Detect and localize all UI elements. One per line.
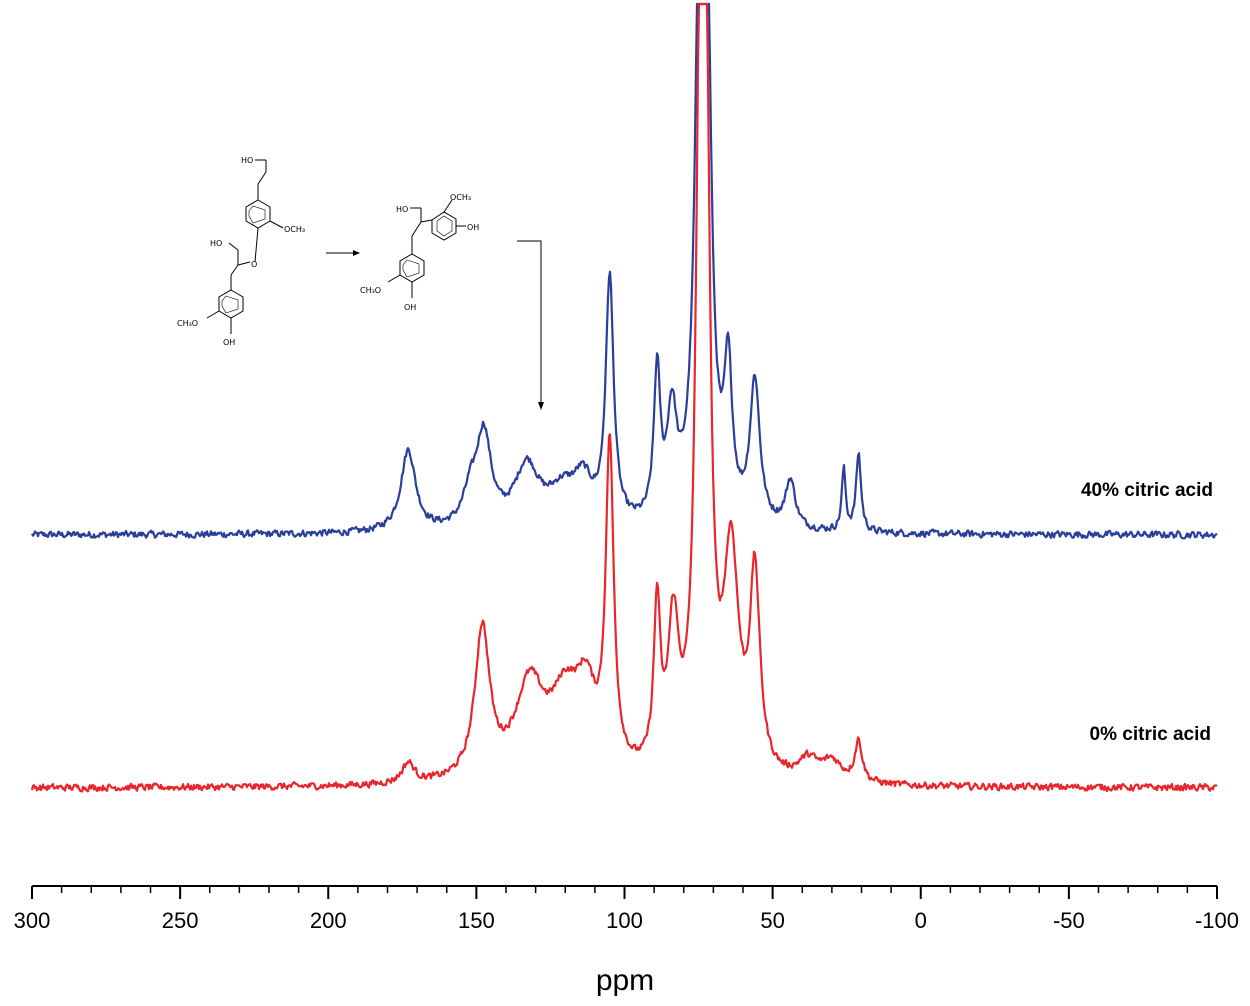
chemical-structure-dimer: [206, 159, 284, 334]
x-tick-label: 200: [310, 908, 347, 933]
series-line-40-citric-acid: [31, 2, 1218, 540]
x-tick-label: 50: [760, 908, 784, 933]
series-line-0-citric-acid: [30, 2, 1218, 793]
chem1-oh: OH: [223, 338, 235, 347]
chem1-ho-top: HO: [241, 156, 253, 165]
x-tick-label: 300: [14, 908, 51, 933]
chem2-ho: HO: [396, 205, 408, 214]
chem1-ho-mid: HO: [210, 239, 222, 248]
x-tick-label: 250: [162, 908, 199, 933]
spectra-group: [30, 2, 1218, 793]
pointer-arrow: [517, 240, 544, 410]
x-axis-title: ppm: [596, 964, 654, 997]
x-tick-label: 100: [606, 908, 643, 933]
reaction-arrow: [326, 250, 360, 256]
chem1-ether-o: O: [251, 260, 257, 269]
x-tick-label: 0: [915, 908, 927, 933]
series-label-40-citric-acid: 40% citric acid: [1081, 480, 1213, 501]
chem2-oh-bottom: OH: [404, 303, 416, 312]
chem1-och3: OCH₃: [284, 225, 305, 234]
x-tick-label: 150: [458, 908, 495, 933]
chem2-och3: OCH₃: [450, 193, 471, 202]
chem1-ch3o: CH₃O: [177, 319, 198, 328]
chem2-ch3o: CH₃O: [360, 286, 381, 295]
chemical-structure-product: [387, 199, 466, 298]
x-tick-label: -100: [1195, 908, 1239, 933]
chem2-oh-right: OH: [467, 223, 479, 232]
series-label-0-citric-acid: 0% citric acid: [1090, 724, 1211, 745]
x-tick-label: -50: [1053, 908, 1085, 933]
x-axis-ticks: 300 250 200 150 100 50 0 -50 -100: [14, 886, 1239, 933]
